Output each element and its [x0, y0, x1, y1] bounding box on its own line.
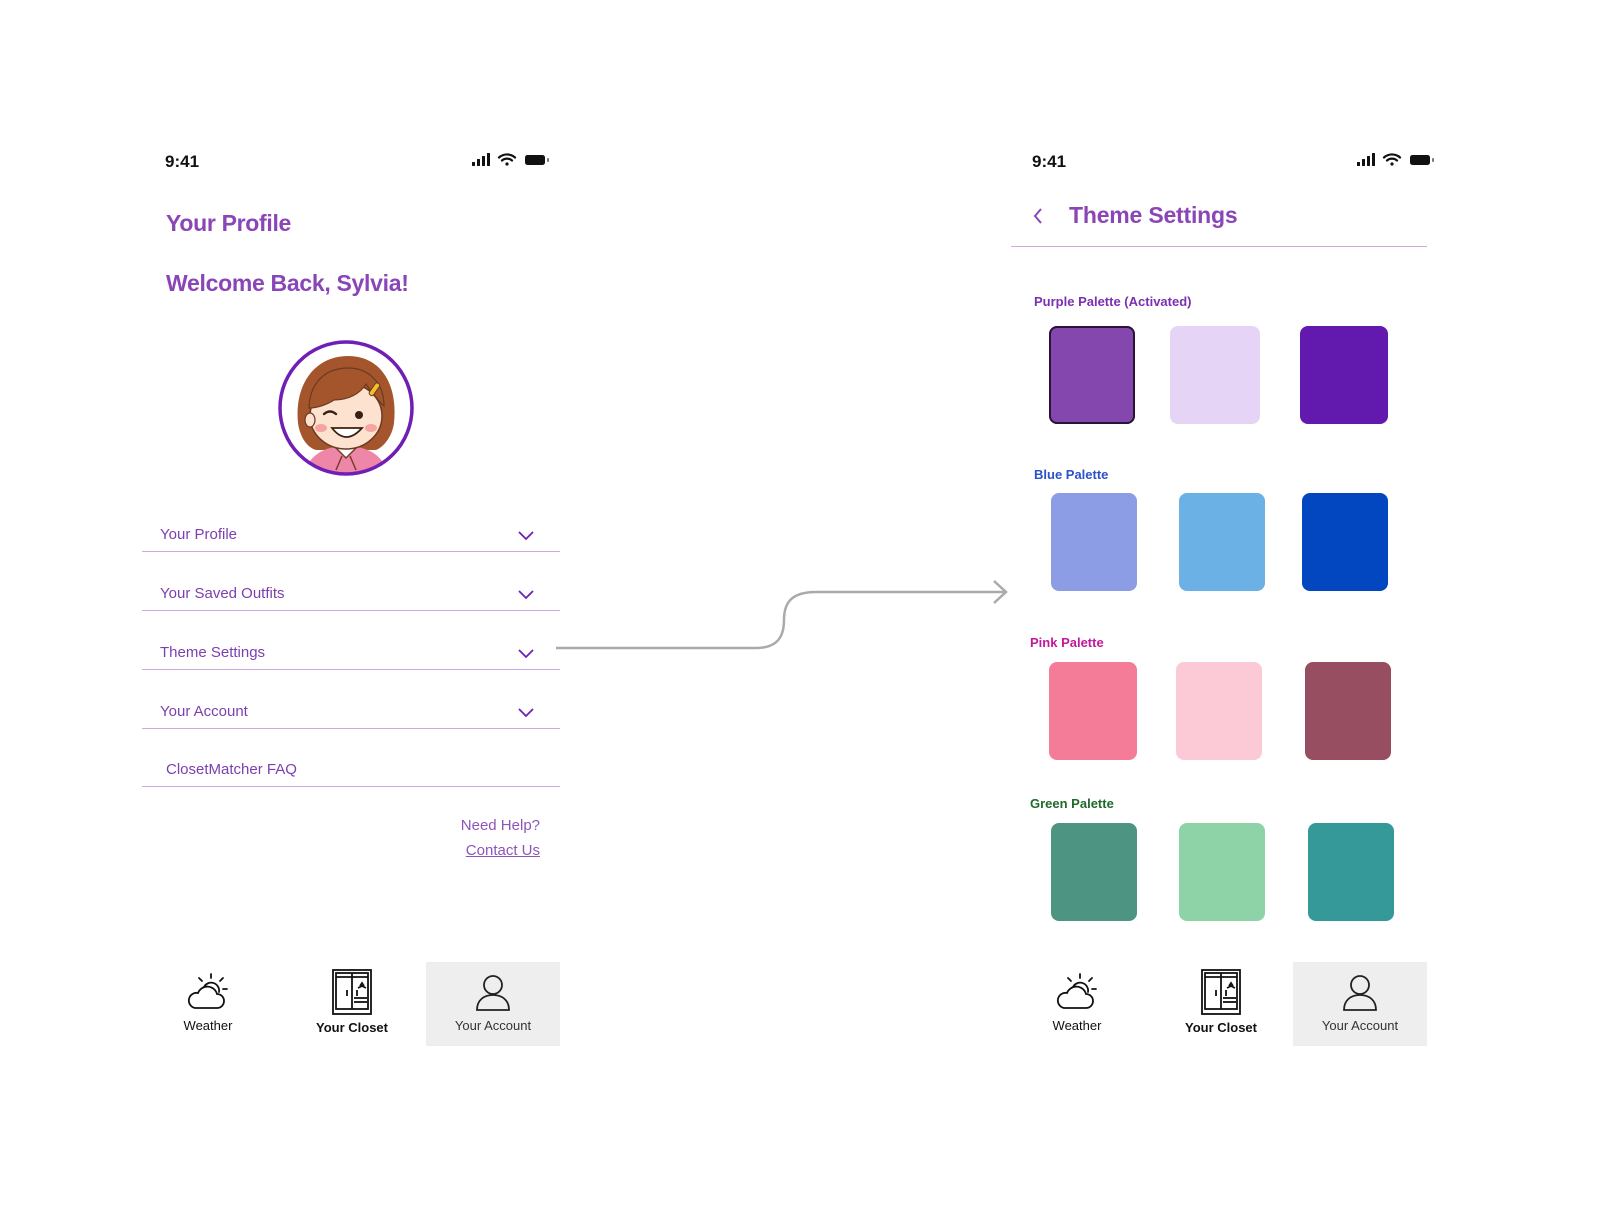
- swatch-purple-2[interactable]: [1170, 326, 1260, 424]
- status-time: 9:41: [1032, 152, 1067, 171]
- help-section: Need Help? Contact Us: [461, 813, 540, 863]
- swatch-green-3[interactable]: [1308, 823, 1394, 921]
- account-icon: [476, 975, 510, 1011]
- battery-icon: [1410, 155, 1434, 165]
- tab-account-label: Your Account: [454, 1018, 532, 1033]
- menu-item-label: Theme Settings: [160, 644, 266, 661]
- page-title: Theme Settings: [1069, 202, 1238, 228]
- menu-item-your-profile[interactable]: Your Profile: [142, 499, 560, 552]
- swatch-pink-1[interactable]: [1049, 662, 1137, 760]
- tab-your-account[interactable]: Your Account: [1293, 962, 1427, 1046]
- welcome-heading: Welcome Back, Sylvia!: [166, 270, 409, 296]
- tab-weather[interactable]: Weather: [1011, 962, 1143, 1046]
- swatch-blue-1[interactable]: [1051, 493, 1137, 591]
- swatch-blue-3[interactable]: [1302, 493, 1388, 591]
- wifi-icon: [497, 153, 517, 166]
- profile-screen: 9:41 Your Profile Welcome Back, Sylvia!: [140, 140, 560, 1070]
- tab-closet-label: Your Closet: [1185, 1020, 1257, 1035]
- tab-your-closet[interactable]: Your Closet: [1151, 962, 1291, 1046]
- page-title: Your Profile: [166, 210, 292, 236]
- tab-bar: Weather Your Closet: [142, 962, 560, 1046]
- signal-icon: [472, 153, 490, 166]
- battery-icon: [525, 155, 549, 165]
- swatch-pink-2[interactable]: [1176, 662, 1262, 760]
- menu-item-label: Your Account: [160, 703, 248, 720]
- menu-item-label: ClosetMatcher FAQ: [166, 761, 297, 778]
- help-text: Need Help?: [460, 817, 540, 834]
- tab-bar: Weather Your Closet: [1011, 962, 1427, 1046]
- palette-label-purple: Purple Palette (Activated): [1034, 294, 1192, 309]
- menu-item-label: Your Profile: [160, 526, 237, 543]
- closet-icon: [332, 969, 372, 1015]
- menu-item-faq[interactable]: ClosetMatcher FAQ: [142, 734, 560, 787]
- theme-settings-screen: 9:41 Theme Settings Purple Palette (Acti…: [1011, 140, 1450, 1070]
- menu-item-theme-settings[interactable]: Theme Settings: [142, 617, 560, 670]
- closet-icon: [1201, 969, 1241, 1015]
- weather-icon: [1056, 973, 1097, 1009]
- swatch-green-1[interactable]: [1051, 823, 1137, 921]
- palette-label-pink: Pink Palette: [1030, 635, 1104, 650]
- swatch-purple-3[interactable]: [1300, 326, 1388, 424]
- avatar-illustration: [297, 356, 395, 473]
- swatch-pink-3[interactable]: [1305, 662, 1391, 760]
- chevron-down-icon: [518, 708, 534, 718]
- tab-weather-label: Weather: [183, 1018, 233, 1033]
- account-icon: [1343, 975, 1377, 1011]
- signal-icon: [1357, 153, 1375, 166]
- chevron-down-icon: [518, 590, 534, 600]
- wifi-icon: [1382, 153, 1402, 166]
- palette-label-blue: Blue Palette: [1034, 467, 1109, 482]
- chevron-down-icon: [518, 531, 534, 541]
- header-divider: [1011, 246, 1427, 247]
- palette-label-green: Green Palette: [1030, 796, 1114, 811]
- menu-item-saved-outfits[interactable]: Your Saved Outfits: [142, 558, 560, 611]
- tab-weather-label: Weather: [1052, 1018, 1102, 1033]
- tab-your-closet[interactable]: Your Closet: [282, 962, 422, 1046]
- avatar[interactable]: [276, 338, 416, 478]
- back-chevron-icon[interactable]: [1030, 204, 1048, 228]
- contact-us-link[interactable]: Contact Us: [465, 842, 540, 859]
- swatch-purple-1[interactable]: [1049, 326, 1135, 424]
- swatch-green-2[interactable]: [1179, 823, 1265, 921]
- swatch-blue-2[interactable]: [1179, 493, 1265, 591]
- tab-your-account[interactable]: Your Account: [426, 962, 560, 1046]
- chevron-down-icon: [518, 649, 534, 659]
- menu-item-your-account[interactable]: Your Account: [142, 676, 560, 729]
- status-icons: [1357, 153, 1434, 166]
- tab-closet-label: Your Closet: [316, 1020, 388, 1035]
- tab-account-label: Your Account: [1321, 1018, 1399, 1033]
- status-icons: [472, 153, 549, 166]
- flow-connector-arrow: [556, 580, 1008, 650]
- tab-weather[interactable]: Weather: [142, 962, 274, 1046]
- menu-item-label: Your Saved Outfits: [160, 585, 285, 602]
- weather-icon: [187, 973, 228, 1009]
- status-time: 9:41: [165, 152, 200, 171]
